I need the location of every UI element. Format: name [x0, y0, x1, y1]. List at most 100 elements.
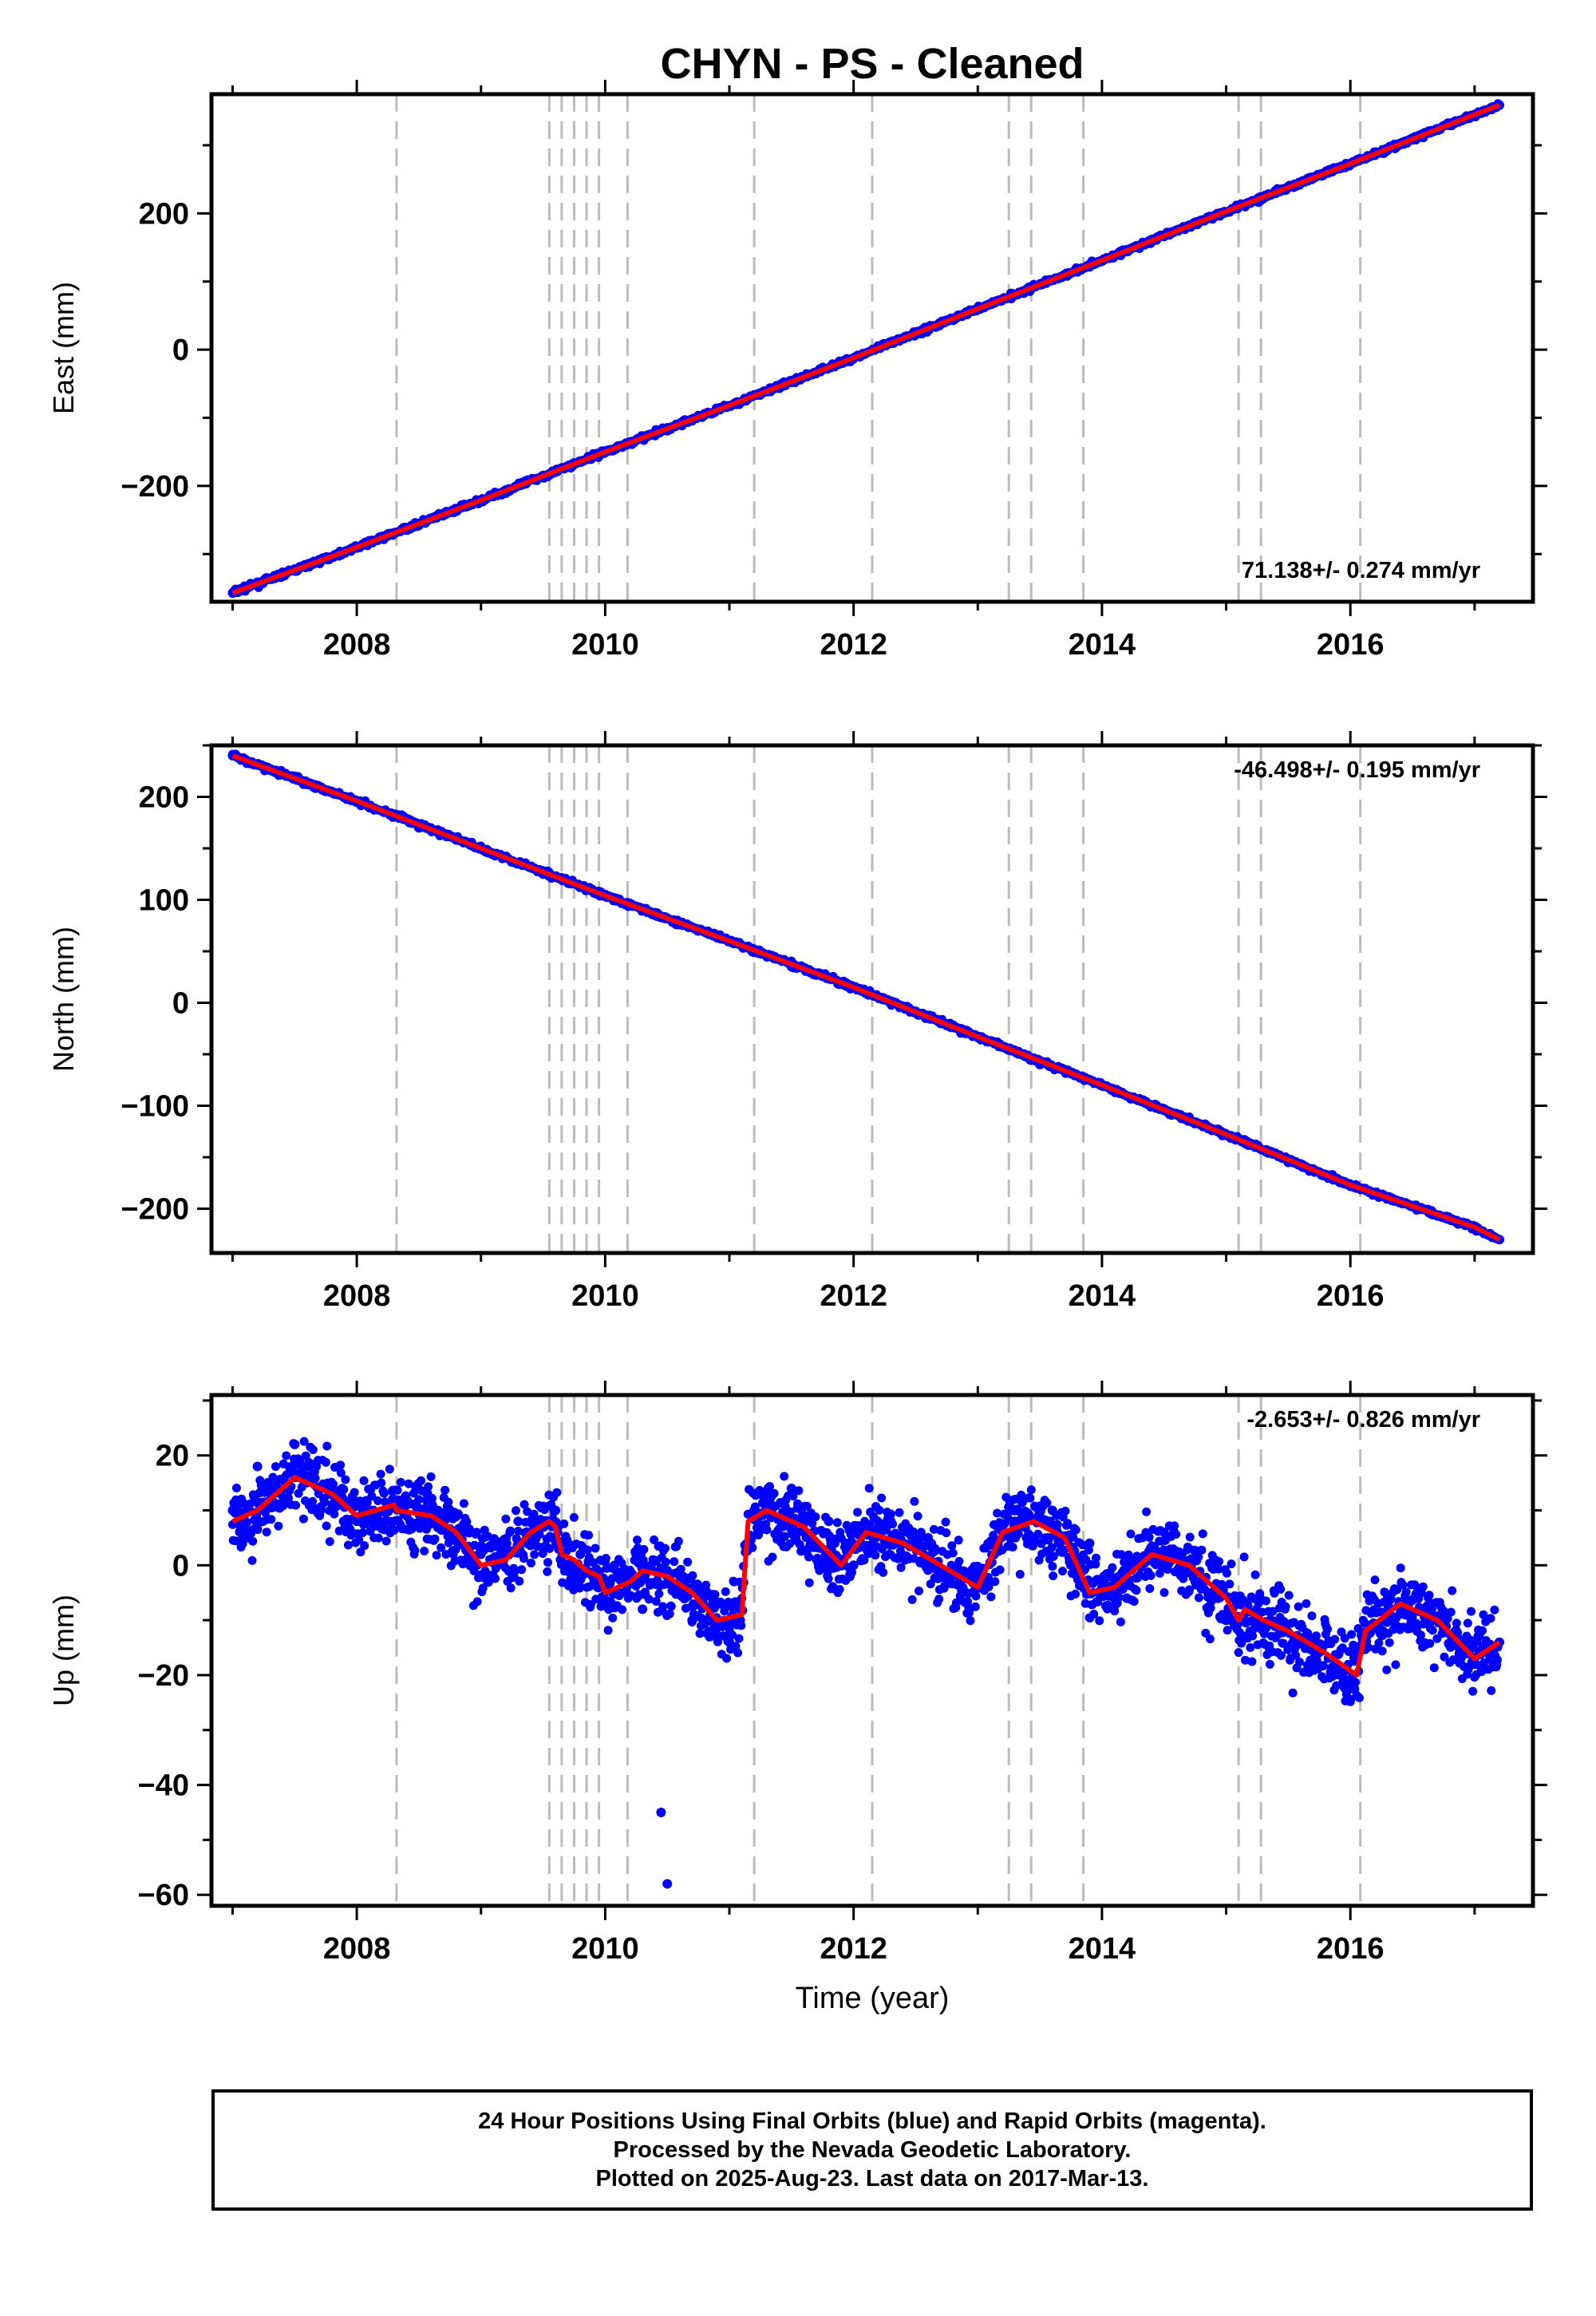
data-point — [888, 1520, 898, 1529]
data-point — [721, 1587, 730, 1596]
data-point — [559, 1519, 569, 1528]
data-point — [821, 1512, 831, 1522]
data-point — [512, 1506, 520, 1516]
data-point — [417, 1476, 425, 1485]
data-point — [654, 1589, 664, 1599]
data-point — [970, 1602, 980, 1611]
y-tick-label: 200 — [139, 197, 189, 231]
x-tick-label: 2012 — [820, 1279, 887, 1313]
data-point — [835, 1585, 844, 1594]
y-tick-label: 100 — [139, 884, 189, 918]
data-point — [440, 1485, 450, 1495]
data-point — [733, 1648, 743, 1658]
y-axis-label: North (mm) — [47, 927, 80, 1072]
data-point — [769, 1488, 779, 1498]
data-point — [601, 1554, 610, 1563]
data-point — [527, 1559, 535, 1567]
data-point — [907, 1595, 917, 1604]
data-point — [289, 1439, 298, 1448]
data-point — [424, 1482, 433, 1492]
data-point — [670, 1557, 679, 1567]
data-point — [360, 1541, 369, 1551]
data-point — [853, 1508, 862, 1517]
data-point — [864, 1484, 874, 1493]
data-point — [543, 1558, 552, 1567]
y-axis-label: East (mm) — [47, 282, 80, 414]
data-point — [252, 1461, 263, 1472]
data-point — [910, 1496, 919, 1506]
rate-label: -46.498+/- 0.195 mm/yr — [1234, 757, 1480, 783]
data-point — [393, 1485, 402, 1495]
data-point — [350, 1488, 359, 1497]
data-point — [472, 1597, 482, 1607]
data-point — [298, 1514, 308, 1524]
data-point — [247, 1555, 257, 1565]
x-tick-label: 2008 — [323, 628, 391, 662]
data-point — [934, 1595, 944, 1604]
data-point — [381, 1536, 391, 1546]
rate-label: 71.138+/- 0.274 mm/yr — [1242, 558, 1480, 583]
data-point — [688, 1571, 697, 1580]
data-point — [310, 1473, 320, 1483]
data-point — [966, 1616, 975, 1626]
data-point — [871, 1551, 880, 1560]
data-point — [954, 1556, 964, 1566]
x-tick-label: 2016 — [1317, 628, 1385, 662]
data-point — [291, 1500, 301, 1510]
data-point — [248, 1536, 258, 1546]
data-point — [274, 1521, 283, 1531]
data-point — [658, 1602, 668, 1611]
x-tick-label: 2010 — [571, 628, 639, 662]
data-point — [271, 1462, 280, 1472]
y-tick-label: −200 — [120, 1193, 189, 1227]
data-point — [639, 1545, 649, 1554]
data-point — [941, 1517, 950, 1527]
data-point — [410, 1546, 420, 1555]
data-point — [420, 1547, 429, 1555]
data-point — [491, 1574, 500, 1583]
data-point — [656, 1808, 666, 1817]
data-point — [396, 1477, 405, 1487]
data-point — [501, 1514, 511, 1524]
data-point — [379, 1488, 389, 1498]
data-point — [915, 1587, 923, 1595]
data-point — [584, 1531, 594, 1540]
data-point — [661, 1557, 670, 1567]
data-point — [947, 1541, 957, 1551]
x-tick-label: 2014 — [1069, 628, 1136, 662]
data-point — [339, 1484, 349, 1494]
data-point — [811, 1512, 820, 1522]
data-point — [665, 1609, 674, 1618]
data-point — [895, 1508, 904, 1517]
data-point — [633, 1535, 642, 1545]
data-point — [683, 1557, 693, 1567]
data-point — [661, 1543, 670, 1553]
data-point — [506, 1526, 515, 1535]
data-point — [662, 1879, 673, 1889]
data-point — [618, 1605, 627, 1614]
data-point — [847, 1567, 856, 1577]
data-point — [377, 1478, 386, 1488]
step-lines — [395, 1395, 1362, 1906]
data-point — [762, 1525, 772, 1535]
data-point — [359, 1476, 369, 1485]
data-point — [794, 1486, 804, 1496]
data-point — [552, 1488, 562, 1497]
data-point — [341, 1475, 350, 1484]
data-point — [734, 1634, 744, 1643]
data-point — [432, 1551, 441, 1560]
data-point — [722, 1654, 732, 1663]
x-tick-label: 2008 — [323, 1279, 391, 1313]
chart-title: CHYN - PS - Cleaned — [660, 40, 1084, 88]
data-point — [674, 1536, 683, 1546]
data-point — [459, 1499, 468, 1508]
data-point — [519, 1554, 528, 1563]
data-point — [569, 1512, 579, 1522]
y-tick-label: 0 — [172, 987, 189, 1021]
y-tick-label: 0 — [172, 334, 189, 367]
data-point — [875, 1505, 884, 1515]
data-point — [430, 1534, 440, 1543]
